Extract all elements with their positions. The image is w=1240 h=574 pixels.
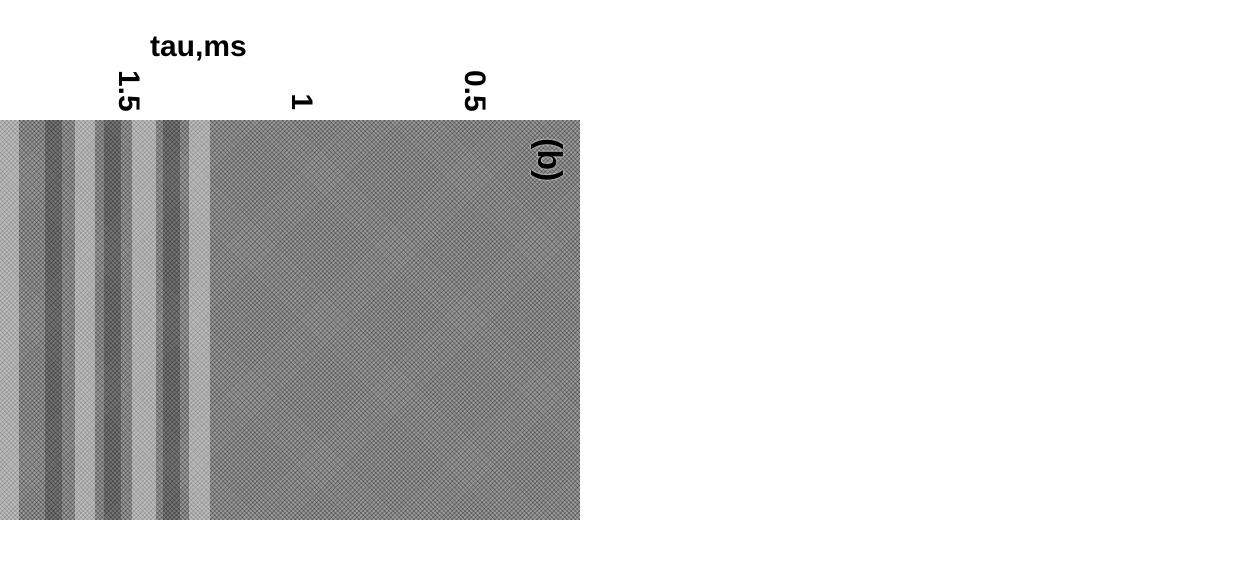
seismic-band (0, 120, 19, 520)
seismic-band (45, 120, 62, 520)
tau-p-heatmap: (b) (0, 120, 580, 520)
seismic-band (104, 120, 121, 520)
y-tick: 0.5 (457, 70, 491, 110)
seismic-band (75, 120, 96, 520)
panel-label: (b) (529, 138, 568, 181)
seismic-band (132, 120, 156, 520)
rotated-figure-wrap: (b) 0.511.522.5 -202 tau,ms p(慢度),s/m,×1… (46, 0, 620, 574)
seismic-band (163, 120, 180, 520)
y-tick: 1 (284, 70, 318, 110)
y-tick: 1.5 (111, 70, 145, 110)
seismic-band (189, 120, 210, 520)
figure-canvas: (b) 0.511.522.5 -202 tau,ms p(慢度),s/m,×1… (0, 0, 620, 574)
y-axis-label: tau,ms (150, 30, 247, 64)
